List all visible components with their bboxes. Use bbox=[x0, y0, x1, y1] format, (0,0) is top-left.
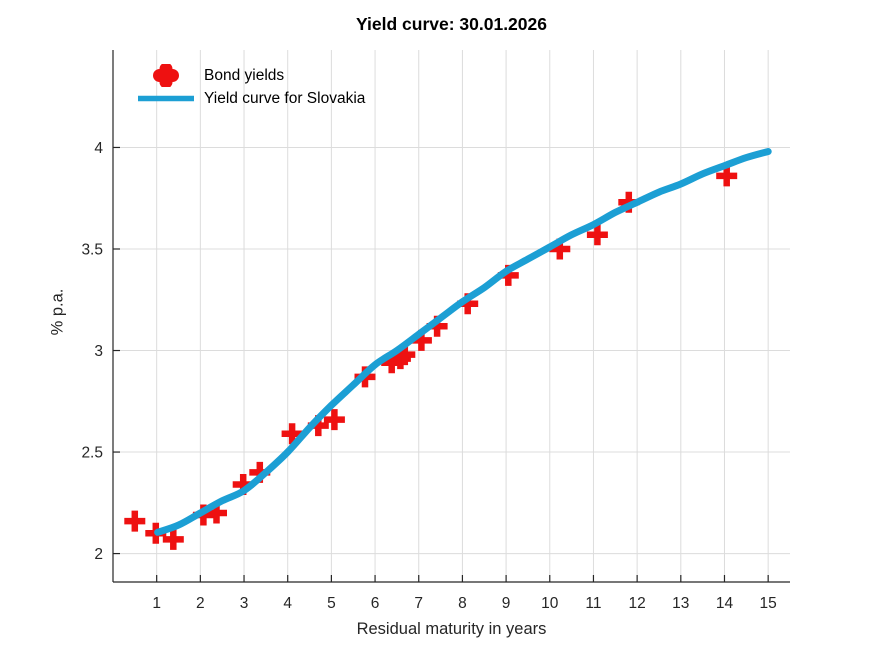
y-tick-label: 3.5 bbox=[81, 241, 103, 258]
x-tick-label: 2 bbox=[196, 595, 205, 612]
bond-yield-marker bbox=[716, 165, 738, 187]
y-tick-label: 4 bbox=[94, 140, 103, 157]
x-tick-label: 1 bbox=[152, 595, 161, 612]
bond-yield-marker bbox=[586, 224, 608, 246]
bond-yield-marker bbox=[323, 409, 345, 431]
bond-yield-marker bbox=[162, 528, 184, 550]
x-tick-label: 6 bbox=[371, 595, 380, 612]
x-tick-label: 12 bbox=[629, 595, 646, 612]
legend: Bond yields Yield curve for Slovakia bbox=[136, 62, 365, 110]
y-tick-label: 2 bbox=[94, 546, 103, 563]
x-axis-label: Residual maturity in years bbox=[356, 620, 547, 638]
x-tick-label: 13 bbox=[672, 595, 689, 612]
plus-marker-icon bbox=[136, 62, 196, 89]
x-tick-label: 5 bbox=[327, 595, 336, 612]
x-tick-label: 7 bbox=[414, 595, 423, 612]
chart-title: Yield curve: 30.01.2026 bbox=[355, 14, 547, 34]
y-tick-label: 2.5 bbox=[81, 445, 103, 462]
x-tick-label: 9 bbox=[502, 595, 511, 612]
bond-yield-marker bbox=[281, 423, 303, 445]
y-tick-label: 3 bbox=[94, 343, 103, 360]
bond-yield-marker bbox=[124, 510, 146, 532]
x-tick-label: 14 bbox=[716, 595, 734, 612]
x-tick-label: 3 bbox=[240, 595, 249, 612]
x-tick-label: 8 bbox=[458, 595, 467, 612]
yield-curve-line bbox=[154, 148, 772, 536]
x-tick-label: 11 bbox=[585, 595, 601, 612]
legend-label-yield-curve: Yield curve for Slovakia bbox=[204, 89, 366, 107]
legend-item-yield-curve: Yield curve for Slovakia bbox=[136, 87, 365, 110]
legend-label-bond-yields: Bond yields bbox=[204, 66, 285, 84]
x-tick-label: 4 bbox=[283, 595, 292, 612]
x-tick-label: 10 bbox=[541, 595, 559, 612]
line-swatch-icon bbox=[136, 87, 196, 110]
y-axis-label: % p.a. bbox=[48, 288, 67, 336]
x-tick-label: 15 bbox=[760, 595, 777, 612]
legend-item-bond-yields: Bond yields bbox=[136, 62, 365, 89]
